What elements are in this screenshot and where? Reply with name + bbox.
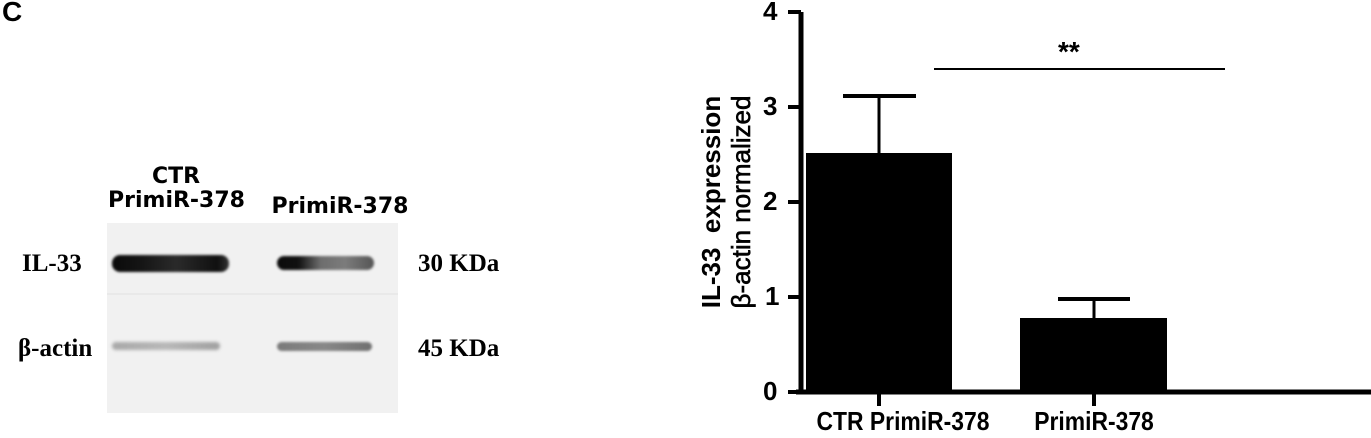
lane-label-line2: PrimiR-378 [108,188,245,213]
western-blot-image [107,223,398,413]
y-tick-label-3: 3 [763,91,778,121]
x-label-ctr-primir-378: CTR PrimiR-378 [816,406,990,436]
row-label-bactin: β-actin [18,335,93,362]
x-ticks [877,392,1096,406]
y-tick-label-4: 4 [763,0,778,26]
x-label-primir-378: PrimiR-378 [1034,406,1154,436]
size-label-45kda: 45 KDa [418,335,500,362]
band-il33-primir [277,256,374,270]
y-tick-label-0: 0 [763,376,778,406]
lane-label-primir: PrimiR-378 [265,195,415,219]
band-bactin-ctr [112,342,220,350]
error-bar-primir [1058,297,1130,318]
bar-primir-378 [1020,318,1167,392]
error-bar-ctr [843,94,916,153]
row-label-il33: IL-33 [22,250,82,277]
band-il33-ctr [112,255,229,272]
significance-stars: ** [1058,36,1080,67]
lane-label-line2: PrimiR-378 [271,194,409,219]
y-tick-label-2: 2 [763,186,778,216]
bar-ctr-primir-378 [806,153,952,392]
panel-letter: C [2,0,23,27]
y-tick-label-1: 1 [765,281,780,311]
y-axis-label-line1: IL-33 expression [696,95,726,309]
band-bactin-primir [277,342,372,351]
size-label-30kda: 30 KDa [418,250,500,277]
y-ticks [788,10,801,394]
y-axis-label-line2: β-actin normalized [726,95,757,309]
lane-label-ctr: CTR PrimiR-378 [108,164,245,213]
y-axis-label: IL-33 expression β-actin normalized [696,42,760,362]
lane-label-line1: CTR [151,164,201,189]
blot-divider [107,293,398,295]
